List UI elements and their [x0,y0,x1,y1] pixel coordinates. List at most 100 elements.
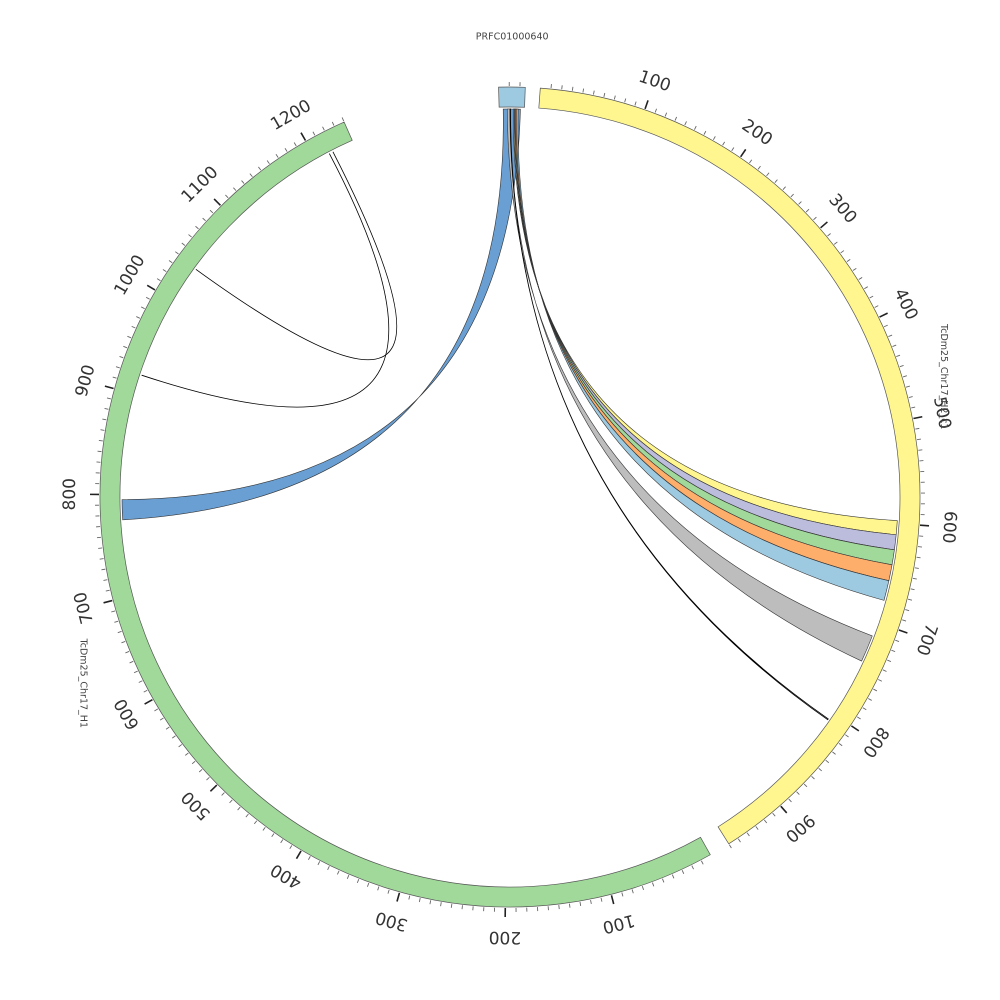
h2-major-tick [820,221,828,229]
h2-minor-tick [883,324,888,328]
h2-minor-tick [888,334,893,338]
h1-minor-tick [104,408,109,410]
h2-minor-tick [766,172,770,177]
h1-minor-tick [184,752,189,756]
h1-minor-tick [284,148,288,152]
h1-minor-tick [377,886,380,891]
h1-tick-label: 300 [373,907,410,935]
prfc-sequence-label: PRFC01000640 [476,32,549,43]
h1-minor-tick [115,366,120,369]
h1-minor-tick [681,870,685,875]
h1-minor-tick [206,776,210,781]
link-ribbon-h2 [506,108,873,662]
h1-minor-tick [293,142,297,147]
h1-minor-tick [102,418,107,421]
link-line-h1-h1 [141,153,390,408]
h2-major-tick [879,312,888,318]
h1-major-tick [396,892,401,902]
h2-minor-tick [790,193,794,198]
h2-major-tick [913,415,923,420]
h1-minor-tick [631,889,634,894]
h2-minor-tick [654,108,657,113]
h2-tick-label: 800 [858,723,893,761]
h2-major-tick [780,805,788,814]
segments-layer [99,86,921,908]
h1-minor-tick [429,900,432,905]
h2-minor-tick [624,98,627,103]
h2-minor-tick [728,844,732,849]
h1-minor-tick [181,242,186,246]
h1-minor-tick [98,439,103,442]
h2-minor-tick [582,88,585,93]
h1-minor-tick [188,234,192,238]
labels-layer: PRFC01000640 TcDm25_Chr17_H2_c1 TcDm25_C… [77,32,949,728]
link-ribbon-h2 [514,108,895,566]
h2-minor-tick [864,286,868,290]
h1-minor-tick [331,121,335,126]
h2-major-tick [644,100,649,110]
h2-minor-tick [731,147,735,152]
h1-minor-tick [202,217,206,222]
h1-minor-tick [111,610,116,613]
h2-tick-label: 100 [636,67,673,97]
h2-minor-tick [899,364,904,368]
h1-minor-tick [195,225,199,230]
h2-minor-tick [878,679,883,682]
h1-sequence-label: TcDm25_Chr17_H1 [77,638,88,728]
h1-minor-tick [138,680,143,683]
h2-minor-tick [782,186,786,191]
h1-tick-label: 800 [60,478,80,511]
h2-tick-label: 700 [912,621,941,658]
h1-tick-label: 500 [178,787,215,824]
h1-minor-tick [229,799,233,804]
h1-minor-tick [136,316,141,319]
h2-minor-tick [674,116,678,121]
h1-minor-tick [105,589,110,592]
h1-minor-tick [100,429,105,431]
h1-minor-tick [418,897,421,903]
h2-minor-tick [664,112,668,117]
h1-segment-arc [99,121,711,908]
h1-minor-tick [121,640,126,644]
h2-major-tick [850,725,860,732]
h1-minor-tick [125,650,130,654]
h1-minor-tick [280,839,284,844]
h1-major-tick [103,599,113,604]
h1-major-tick [300,132,307,141]
h1-minor-tick [129,660,134,664]
h2-minor-tick [805,208,810,213]
h1-tick-label: 700 [70,590,98,626]
h1-minor-tick [101,568,106,571]
h1-minor-tick [356,879,360,884]
h1-tick-label: 400 [267,859,305,893]
h1-minor-tick [387,889,390,894]
h1-minor-tick [621,892,624,897]
h1-tick-label: 100 [600,910,636,937]
h1-minor-tick [114,620,119,623]
h2-minor-tick [902,619,907,622]
link-ribbon-h2 [513,108,897,551]
h1-minor-tick [327,865,330,870]
h1-minor-tick [168,260,173,264]
h1-major-tick [610,895,615,905]
h2-minor-tick [772,812,776,817]
h2-minor-tick [825,759,830,764]
h1-tick-label: 200 [489,927,522,947]
h1-minor-tick [225,194,229,199]
h1-tick-label: 1200 [267,96,314,135]
h2-minor-tick [907,598,913,601]
h1-minor-tick [117,630,122,634]
h1-minor-tick [162,269,167,273]
h2-minor-tick [908,396,913,398]
h1-minor-tick [289,845,293,849]
h1-major-tick [213,198,221,206]
h2-tick-label: 900 [781,810,819,846]
link-ribbon-h2 [513,108,898,536]
h1-minor-tick [266,160,270,165]
h2-minor-tick [749,159,753,164]
h2-minor-tick [887,659,892,663]
h2-minor-tick [703,130,707,135]
h1-minor-tick [241,180,245,184]
h1-minor-tick [568,903,571,908]
h2-minor-tick [818,767,823,772]
